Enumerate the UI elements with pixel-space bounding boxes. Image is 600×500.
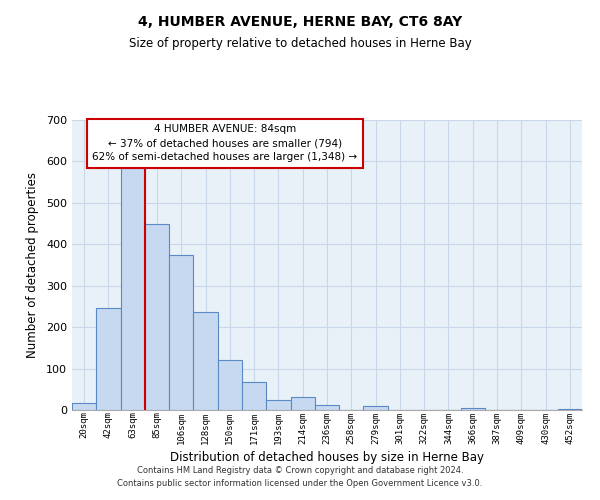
Bar [290,397,315,410]
Text: Contains HM Land Registry data © Crown copyright and database right 2024.
Contai: Contains HM Land Registry data © Crown c… [118,466,482,487]
Bar [315,405,339,410]
Bar [96,308,121,410]
Bar [266,400,290,410]
Text: 4, HUMBER AVENUE, HERNE BAY, CT6 8AY: 4, HUMBER AVENUE, HERNE BAY, CT6 8AY [138,15,462,29]
Bar [145,224,169,410]
X-axis label: Distribution of detached houses by size in Herne Bay: Distribution of detached houses by size … [170,450,484,464]
Bar [121,168,145,410]
Bar [218,360,242,410]
Bar [169,254,193,410]
Bar [242,382,266,410]
Bar [461,408,485,410]
Bar [193,312,218,410]
Bar [558,409,582,410]
Text: 4 HUMBER AVENUE: 84sqm
← 37% of detached houses are smaller (794)
62% of semi-de: 4 HUMBER AVENUE: 84sqm ← 37% of detached… [92,124,358,162]
Bar [364,406,388,410]
Text: Size of property relative to detached houses in Herne Bay: Size of property relative to detached ho… [128,38,472,51]
Bar [72,402,96,410]
Y-axis label: Number of detached properties: Number of detached properties [26,172,39,358]
